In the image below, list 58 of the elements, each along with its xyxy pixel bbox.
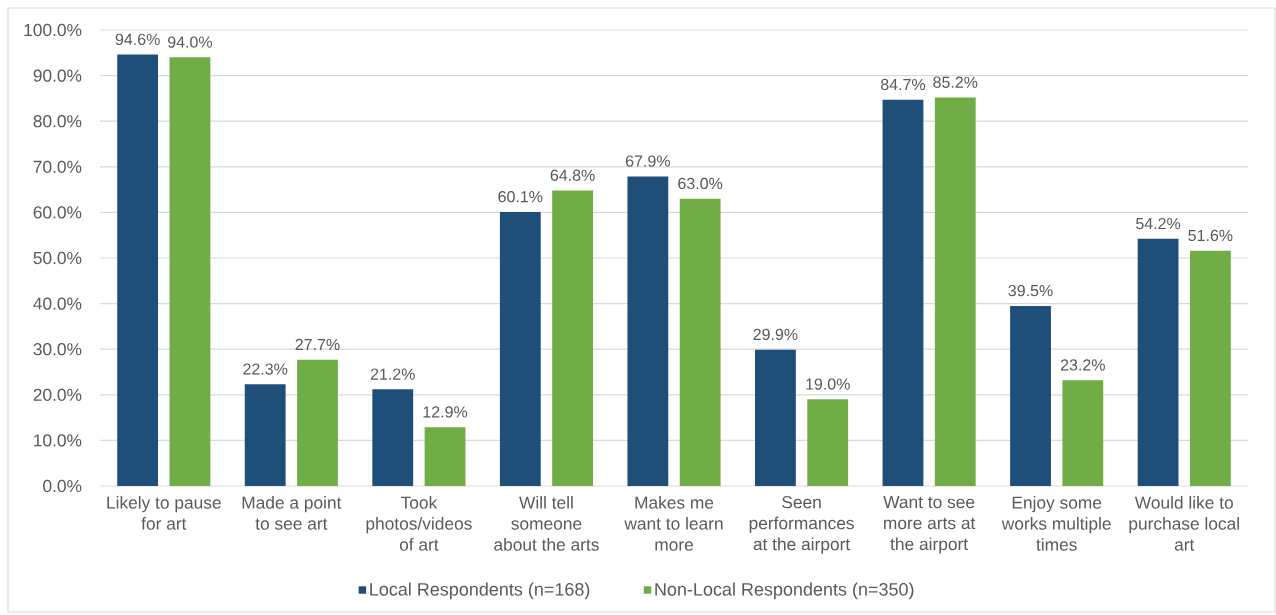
data-label: 84.7%	[880, 78, 926, 91]
data-label: 39.5%	[1008, 284, 1053, 297]
data-label: 51.6%	[1188, 229, 1233, 242]
data-label: 23.2%	[1060, 359, 1105, 371]
bar	[424, 427, 466, 486]
bar	[1010, 305, 1051, 486]
data-label: 94.0%	[168, 36, 213, 48]
bar	[1062, 380, 1104, 486]
data-label: 54.2%	[1136, 217, 1181, 230]
bar	[244, 384, 286, 486]
bar	[499, 211, 541, 486]
bar	[934, 97, 976, 486]
data-label: 60.1%	[498, 191, 543, 203]
bar	[372, 389, 414, 486]
legend-label: Local Respondents (n=168)	[370, 582, 590, 600]
bar	[679, 198, 721, 486]
y-tick-label: 90.0%	[33, 69, 82, 82]
x-tick-label: Seen performances at the airport	[749, 496, 854, 554]
data-label: 63.0%	[678, 177, 723, 190]
bar	[807, 399, 849, 486]
x-tick-label: Would like to purchase local art	[1129, 496, 1239, 551]
bar	[169, 57, 211, 486]
y-tick-label: 50.0%	[33, 251, 82, 265]
x-tick-label: Made a point to see art	[242, 496, 342, 530]
x-tick-label: Will tell someone about the arts	[494, 496, 599, 551]
bar	[755, 349, 796, 486]
data-label: 19.0%	[806, 378, 850, 390]
bar	[882, 99, 924, 486]
y-tick-label: 40.0%	[33, 297, 82, 310]
data-label: 21.2%	[370, 368, 415, 380]
y-tick-label: 10.0%	[34, 434, 82, 447]
y-tick-label: 0.0%	[43, 479, 82, 493]
data-label: 64.8%	[550, 169, 595, 181]
data-label: 22.3%	[243, 363, 288, 375]
bar	[297, 359, 338, 486]
x-tick-label: Want to see more arts at the airport	[883, 496, 976, 554]
x-tick-label: Enjoy some works multiple times	[1001, 496, 1111, 551]
bar	[117, 54, 159, 486]
y-tick-label: 60.0%	[33, 206, 82, 219]
data-label: 29.9%	[753, 328, 798, 341]
data-label: 85.2%	[933, 76, 978, 88]
data-label: 94.6%	[115, 33, 160, 46]
y-tick-label: 30.0%	[33, 343, 82, 356]
x-tick-label: Makes me want to learn more	[624, 496, 723, 551]
bar	[552, 190, 594, 486]
legend-label: Non-Local Respondents (n=350)	[655, 582, 914, 600]
x-tick-label: Took photos/videos of art	[366, 496, 472, 551]
y-tick-label: 80.0%	[33, 115, 82, 128]
bar	[627, 176, 669, 486]
data-label: 67.9%	[625, 155, 670, 167]
bar	[1137, 238, 1179, 486]
y-tick-label: 100.0%	[24, 23, 82, 37]
y-tick-label: 70.0%	[33, 160, 82, 173]
data-label: 27.7%	[295, 338, 340, 351]
x-tick-label: Likely to pause for art	[107, 496, 221, 530]
data-label: 12.9%	[423, 406, 468, 418]
bar	[1189, 250, 1231, 486]
y-tick-label: 20.0%	[33, 388, 82, 401]
